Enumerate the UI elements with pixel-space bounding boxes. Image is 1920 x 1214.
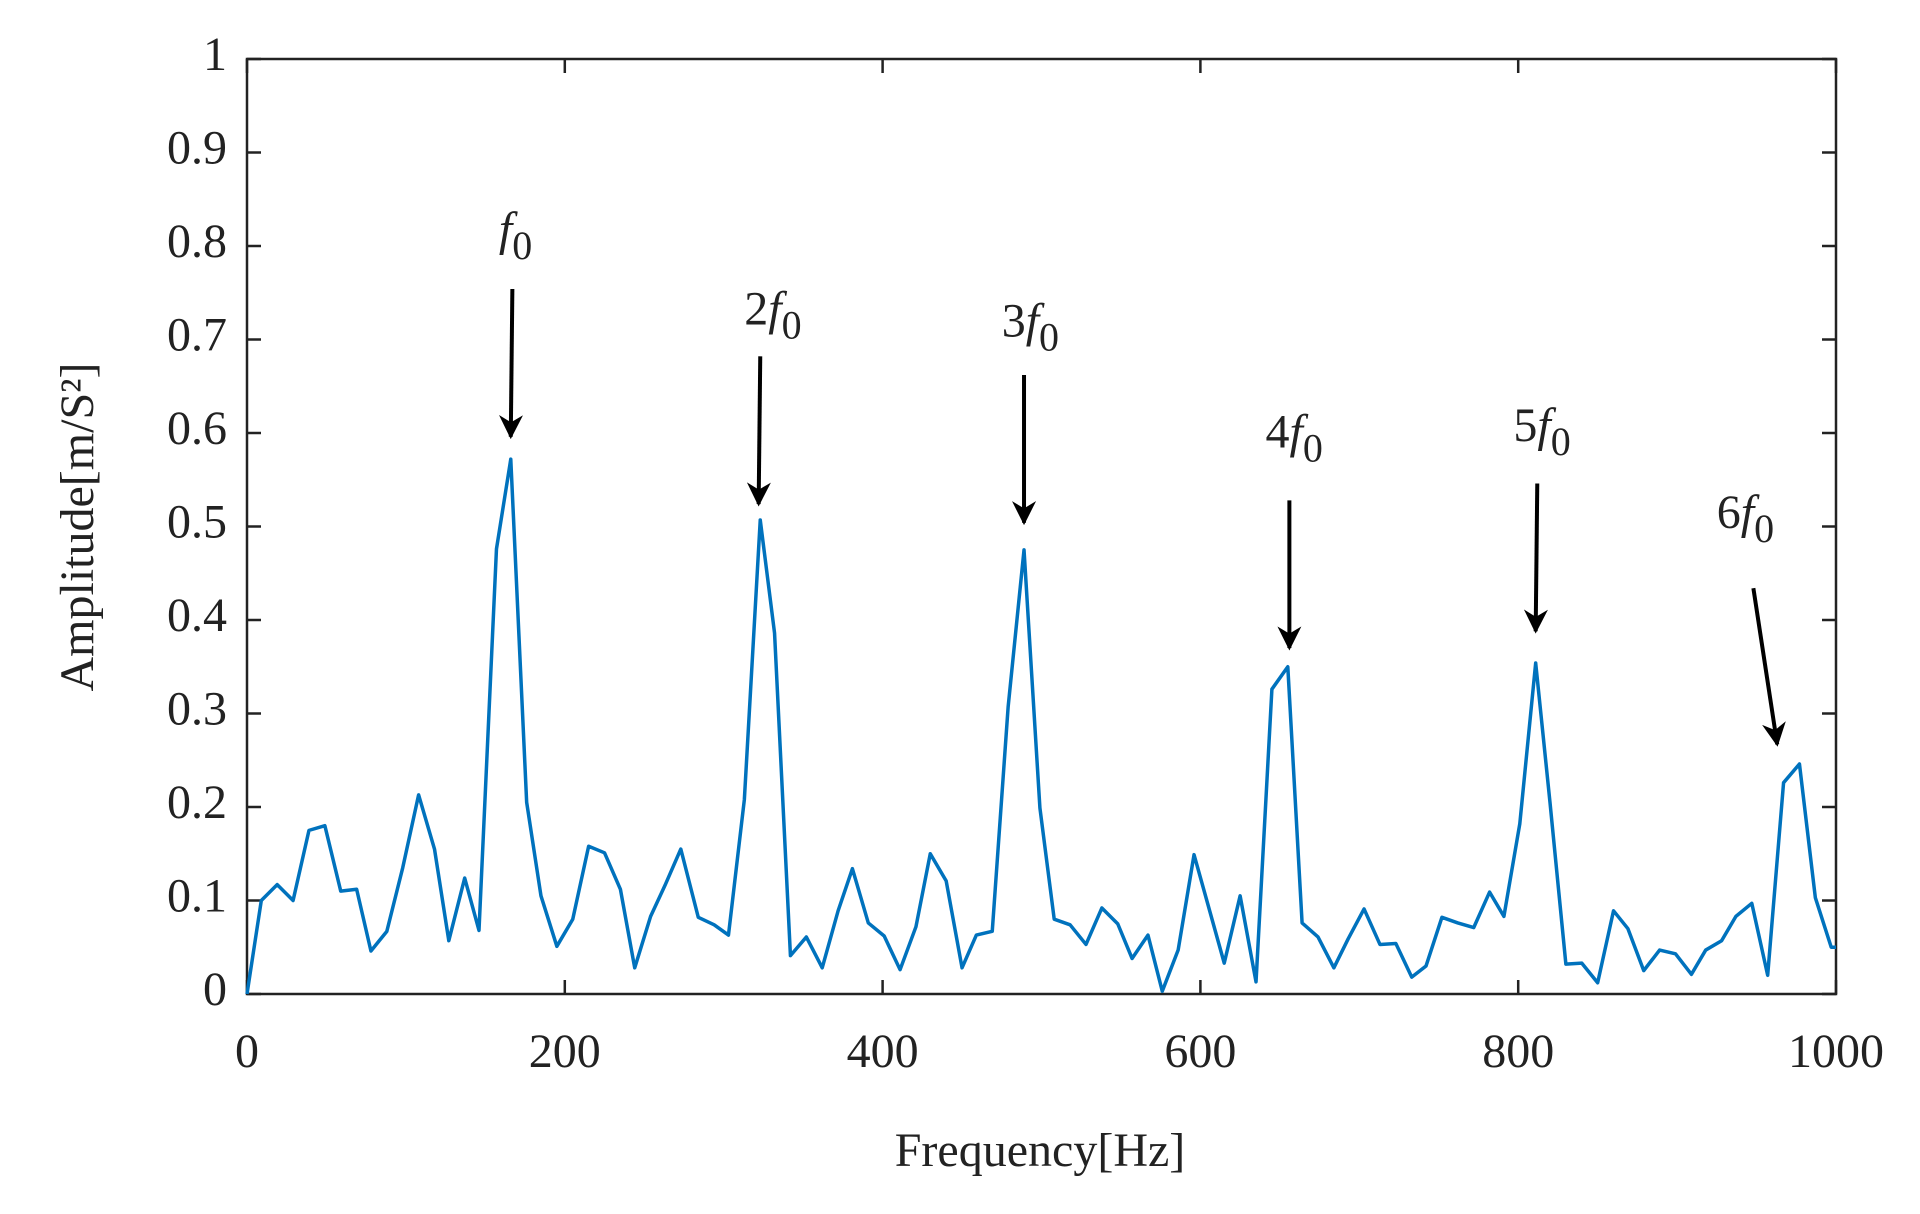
annotation-prefix: 5 <box>1513 399 1537 452</box>
annotation-sub: 0 <box>1551 419 1571 464</box>
y-tick-label: 0.8 <box>167 215 227 268</box>
x-tick-label: 0 <box>235 1025 259 1078</box>
annotation-prefix: 2 <box>744 282 768 335</box>
annotation-label: 2f0 <box>744 282 801 347</box>
y-tick-label: 0.9 <box>167 122 227 175</box>
annotation-label: f0 <box>499 203 532 268</box>
plot-frame <box>245 57 1838 996</box>
line-series <box>245 457 1836 995</box>
annotation-label: 6f0 <box>1717 486 1774 551</box>
annotation-prefix: 4 <box>1265 406 1289 459</box>
annotation-arrow <box>1751 587 1786 747</box>
annotation-label: 4f0 <box>1265 406 1322 471</box>
annotation-sub: 0 <box>782 302 802 347</box>
annotation-sub: 0 <box>1039 315 1059 360</box>
x-tick-label: 200 <box>529 1025 601 1078</box>
annotation-label: 3f0 <box>1002 294 1059 359</box>
x-axis-label: Frequency[Hz] <box>895 1124 1186 1177</box>
x-tick-label: 1000 <box>1788 1025 1884 1078</box>
annotation-sub: 0 <box>512 223 532 268</box>
y-tick-label: 0.3 <box>167 683 227 736</box>
y-tick-label: 0.4 <box>167 589 227 642</box>
annotation-arrow <box>499 288 524 440</box>
annotation-arrow <box>1523 483 1548 634</box>
y-tick-label: 0.5 <box>167 496 227 549</box>
annotation-prefix: 6 <box>1717 486 1741 539</box>
x-tick-label: 800 <box>1482 1025 1554 1078</box>
y-tick-label: 0.2 <box>167 776 227 829</box>
annotation-sub: 0 <box>1303 426 1323 471</box>
annotation-sub: 0 <box>1754 506 1774 551</box>
y-tick-label: 0.6 <box>167 402 227 455</box>
x-tick-label: 400 <box>847 1025 919 1078</box>
y-tick-label: 0 <box>203 963 227 1016</box>
annotation-arrow <box>746 356 771 507</box>
annotation-label: 5f0 <box>1513 399 1570 464</box>
y-tick-label: 0.1 <box>167 870 227 923</box>
y-axis-label: Amplitude[m/S²] <box>51 362 104 691</box>
y-tick-label: 0.7 <box>167 309 227 362</box>
annotation-prefix: 3 <box>1002 294 1026 347</box>
x-tick-label: 600 <box>1164 1025 1236 1078</box>
y-tick-label: 1 <box>203 28 227 81</box>
